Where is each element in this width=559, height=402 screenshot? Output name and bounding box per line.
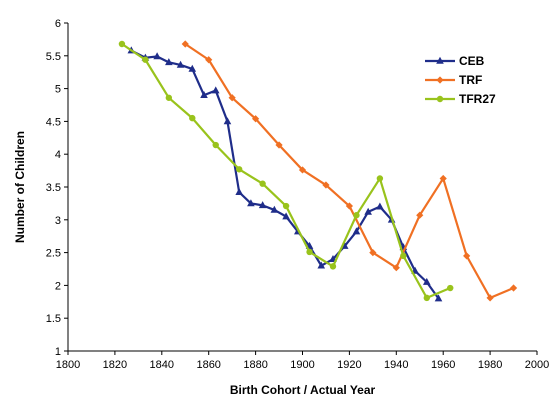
- data-point-ceb: [211, 86, 220, 94]
- data-point-trf: [205, 56, 213, 64]
- data-point-tfr27: [282, 202, 290, 210]
- axes: 1 1.5 2 2.5 3 3.5 4 4.5 5 5.5 6 1800 1820 1840 1860 188…: [46, 18, 550, 371]
- y-tick-label: 3.5: [46, 182, 61, 194]
- data-point-ceb: [188, 64, 197, 72]
- data-point-ceb: [258, 201, 267, 209]
- data-point-tfr27: [235, 166, 243, 173]
- x-tick-label: 1940: [384, 359, 408, 371]
- data-point-ceb: [247, 199, 255, 207]
- data-point-tfr27: [118, 40, 126, 48]
- series-trf: [181, 40, 518, 302]
- data-point-trf: [345, 202, 353, 210]
- legend-label-trf: TRF: [459, 73, 482, 87]
- data-point-tfr27: [165, 94, 173, 101]
- y-tick-label: 5: [55, 84, 61, 96]
- data-point-ceb: [235, 188, 243, 196]
- data-point-tfr27: [376, 175, 384, 182]
- y-tick-label: 4.5: [46, 116, 61, 128]
- legend-marker-ceb: [436, 56, 444, 64]
- data-point-trf: [486, 294, 494, 302]
- y-tick-label: 5.5: [46, 51, 61, 63]
- data-point-tfr27: [329, 263, 337, 270]
- series-line-ceb: [130, 49, 440, 300]
- legend-item-ceb: CEB: [425, 54, 485, 68]
- data-point-ceb: [153, 52, 161, 60]
- x-axis-title: Birth Cohort / Actual Year: [230, 383, 376, 397]
- data-point-tfr27: [423, 294, 430, 302]
- x-tick-label: 1920: [337, 359, 361, 371]
- data-point-trf: [322, 181, 330, 189]
- x-tick-label: 1900: [290, 359, 314, 371]
- data-point-ceb: [352, 227, 361, 235]
- series-layer: [118, 40, 518, 302]
- x-tick-label: 2000: [525, 359, 549, 371]
- legend-label-ceb: CEB: [459, 54, 485, 68]
- data-point-tfr27: [212, 141, 219, 149]
- y-tick-label: 2: [55, 280, 61, 292]
- data-point-ceb: [200, 90, 208, 98]
- data-point-ceb: [176, 60, 185, 68]
- data-point-trf: [181, 40, 189, 48]
- x-tick-label: 1980: [478, 359, 502, 371]
- x-tick-label: 1880: [243, 359, 267, 371]
- data-point-tfr27: [259, 180, 266, 187]
- data-point-ceb: [422, 277, 431, 285]
- data-point-trf: [252, 115, 260, 123]
- data-point-tfr27: [306, 248, 313, 256]
- y-tick-label: 3: [55, 215, 61, 227]
- data-point-trf: [275, 141, 283, 149]
- data-point-trf: [463, 252, 471, 260]
- y-tick-label: 2.5: [46, 248, 61, 260]
- data-point-trf: [392, 264, 400, 272]
- legend-label-tfr27: TFR27: [459, 92, 496, 106]
- x-tick-label: 1820: [103, 359, 127, 371]
- data-point-ceb: [223, 117, 232, 125]
- data-point-tfr27: [189, 114, 196, 122]
- data-point-tfr27: [447, 284, 454, 292]
- data-point-trf: [439, 174, 447, 183]
- data-point-ceb: [364, 207, 372, 215]
- legend-marker-trf: [436, 76, 444, 84]
- data-point-ceb: [434, 294, 443, 302]
- legend-marker-tfr27: [436, 95, 444, 103]
- data-point-tfr27: [400, 252, 407, 260]
- legend: CEB TRF TFR27: [425, 54, 496, 106]
- y-tick-label: 6: [55, 18, 61, 30]
- data-point-trf: [369, 249, 377, 257]
- data-point-trf: [298, 166, 307, 174]
- y-tick-label: 1.5: [46, 313, 61, 325]
- y-tick-label: 1: [55, 346, 61, 358]
- y-tick-label: 4: [55, 149, 61, 161]
- data-point-trf: [416, 211, 424, 219]
- x-tick-label: 1860: [196, 359, 220, 371]
- data-point-ceb: [376, 202, 384, 210]
- data-point-ceb: [282, 212, 290, 220]
- x-tick-label: 1840: [150, 359, 174, 371]
- data-point-trf: [228, 94, 236, 102]
- data-point-trf: [509, 284, 518, 292]
- data-point-ceb: [270, 205, 279, 213]
- series-tfr27: [118, 40, 454, 302]
- series-ceb: [127, 46, 443, 302]
- legend-item-tfr27: TFR27: [425, 92, 496, 106]
- x-tick-label: 1960: [431, 359, 455, 371]
- x-tick-label: 1800: [56, 359, 80, 371]
- legend-item-trf: TRF: [425, 73, 482, 87]
- data-point-ceb: [317, 261, 326, 269]
- data-point-tfr27: [142, 56, 149, 63]
- data-point-tfr27: [353, 212, 360, 219]
- y-axis-title: Number of Children: [13, 131, 27, 243]
- data-point-ceb: [165, 58, 173, 66]
